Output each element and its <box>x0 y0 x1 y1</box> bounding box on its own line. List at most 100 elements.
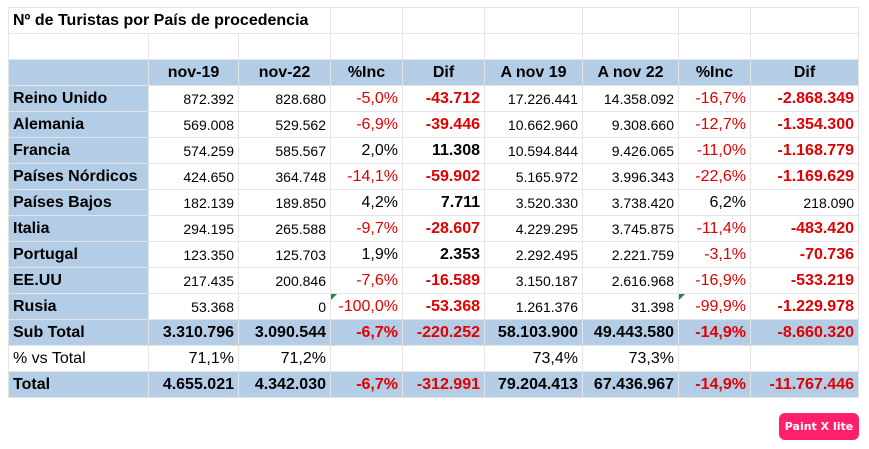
total-inc2: -14,9% <box>678 371 751 398</box>
country-label: Italia <box>8 215 149 242</box>
header-row: nov-19 nov-22 %Inc Dif A nov 19 A nov 22… <box>8 59 859 86</box>
cell-nov22: 585.567 <box>238 137 331 164</box>
cell-inc: -14,1% <box>330 163 403 190</box>
cell-anov19: 4.229.295 <box>484 215 583 242</box>
cell-inc2: -16,7% <box>678 85 751 112</box>
col-header-dif2: Dif <box>750 59 859 86</box>
cell-nov19: 53.368 <box>148 293 239 320</box>
spreadsheet: Nº de Turistas por País de procedencia n… <box>8 7 859 398</box>
cell-dif: -28.607 <box>402 215 485 242</box>
total-nov22: 4.342.030 <box>238 371 331 398</box>
cell-anov19: 3.150.187 <box>484 267 583 294</box>
subtotal-nov19: 3.310.796 <box>148 319 239 346</box>
country-label: Países Bajos <box>8 189 149 216</box>
country-label: Rusia <box>8 293 149 320</box>
cell-nov19: 182.139 <box>148 189 239 216</box>
table-row: Francia 574.259 585.567 2,0% 11.308 10.594.84… <box>8 137 859 164</box>
col-header-anov22: A nov 22 <box>582 59 679 86</box>
subtotal-dif: -220.252 <box>402 319 485 346</box>
table-row: Reino Unido 872.392 828.680 -5,0% -43.712 17.… <box>8 85 859 112</box>
cell-nov19: 872.392 <box>148 85 239 112</box>
paint-x-lite-badge: Paint X lite <box>779 413 859 440</box>
empty-cell <box>330 345 403 372</box>
title-row: Nº de Turistas por País de procedencia <box>8 7 859 34</box>
subtotal-label: Sub Total <box>8 319 149 346</box>
cell-anov22: 9.426.065 <box>582 137 679 164</box>
empty-cell <box>402 345 485 372</box>
country-label: Reino Unido <box>8 85 149 112</box>
country-label: Francia <box>8 137 149 164</box>
empty-cell <box>750 345 859 372</box>
total-inc: -6,7% <box>330 371 403 398</box>
cell-inc2: -99,9% <box>678 293 751 320</box>
cell-dif: 2.353 <box>402 241 485 268</box>
cell-dif2: 218.090 <box>750 189 859 216</box>
subtotal-inc: -6,7% <box>330 319 403 346</box>
total-dif: -312.991 <box>402 371 485 398</box>
subtotal-row: Sub Total 3.310.796 3.090.544 -6,7% -220.252… <box>8 319 859 346</box>
col-header-inc2: %Inc <box>678 59 751 86</box>
table-row: Portugal 123.350 125.703 1,9% 2.353 2.292.495… <box>8 241 859 268</box>
cell-anov22: 31.398 <box>582 293 679 320</box>
cell-dif2: -533.219 <box>750 267 859 294</box>
cell-inc: 4,2% <box>330 189 403 216</box>
cell-dif2: -483.420 <box>750 215 859 242</box>
cell-nov22: 265.588 <box>238 215 331 242</box>
header-corner <box>8 59 149 86</box>
empty-cell <box>678 345 751 372</box>
table-row: Italia 294.195 265.588 -9,7% -28.607 4.229.29… <box>8 215 859 242</box>
pct-total-nov22: 71,2% <box>238 345 331 372</box>
subtotal-anov22: 49.443.580 <box>582 319 679 346</box>
total-row: Total 4.655.021 4.342.030 -6,7% -312.991 79.2… <box>8 371 859 398</box>
cell-nov19: 294.195 <box>148 215 239 242</box>
cell-inc2: -11,0% <box>678 137 751 164</box>
cell-dif2: -1.168.779 <box>750 137 859 164</box>
total-anov22: 67.436.967 <box>582 371 679 398</box>
cell-anov19: 2.292.495 <box>484 241 583 268</box>
cell-dif: -43.712 <box>402 85 485 112</box>
col-header-nov19: nov-19 <box>148 59 239 86</box>
cell-anov19: 3.520.330 <box>484 189 583 216</box>
country-label: Portugal <box>8 241 149 268</box>
subtotal-dif2: -8.660.320 <box>750 319 859 346</box>
cell-dif: 11.308 <box>402 137 485 164</box>
col-header-nov22: nov-22 <box>238 59 331 86</box>
cell-nov22: 364.748 <box>238 163 331 190</box>
cell-nov22: 189.850 <box>238 189 331 216</box>
cell-inc: -9,7% <box>330 215 403 242</box>
col-header-inc: %Inc <box>330 59 403 86</box>
cell-nov19: 569.008 <box>148 111 239 138</box>
cell-dif: -53.368 <box>402 293 485 320</box>
pct-total-nov19: 71,1% <box>148 345 239 372</box>
cell-dif: -39.446 <box>402 111 485 138</box>
pct-total-label: % vs Total <box>8 345 149 372</box>
cell-anov19: 10.594.844 <box>484 137 583 164</box>
table-row: Países Bajos 182.139 189.850 4,2% 7.711 3.520… <box>8 189 859 216</box>
cell-inc: -100,0% <box>330 293 403 320</box>
table-row: Países Nórdicos 424.650 364.748 -14,1% -59.9… <box>8 163 859 190</box>
cell-anov22: 9.308.660 <box>582 111 679 138</box>
cell-dif: 7.711 <box>402 189 485 216</box>
cell-anov19: 10.662.960 <box>484 111 583 138</box>
cell-anov19: 1.261.376 <box>484 293 583 320</box>
total-nov19: 4.655.021 <box>148 371 239 398</box>
empty-cell <box>750 7 859 34</box>
cell-anov22: 3.996.343 <box>582 163 679 190</box>
pct-total-row: % vs Total 71,1% 71,2% 73,4% 73,3% <box>8 345 859 372</box>
cell-inc: -7,6% <box>330 267 403 294</box>
pct-total-anov22: 73,3% <box>582 345 679 372</box>
cell-inc: -5,0% <box>330 85 403 112</box>
cell-nov19: 574.259 <box>148 137 239 164</box>
cell-nov22: 200.846 <box>238 267 331 294</box>
cell-dif2: -1.229.978 <box>750 293 859 320</box>
cell-inc2: -3,1% <box>678 241 751 268</box>
total-anov19: 79.204.413 <box>484 371 583 398</box>
table-title: Nº de Turistas por País de procedencia <box>8 7 331 34</box>
cell-dif2: -1.354.300 <box>750 111 859 138</box>
cell-nov19: 123.350 <box>148 241 239 268</box>
pct-total-anov19: 73,4% <box>484 345 583 372</box>
cell-anov19: 5.165.972 <box>484 163 583 190</box>
cell-nov22: 0 <box>238 293 331 320</box>
blank-row <box>8 33 859 60</box>
cell-anov22: 3.745.875 <box>582 215 679 242</box>
